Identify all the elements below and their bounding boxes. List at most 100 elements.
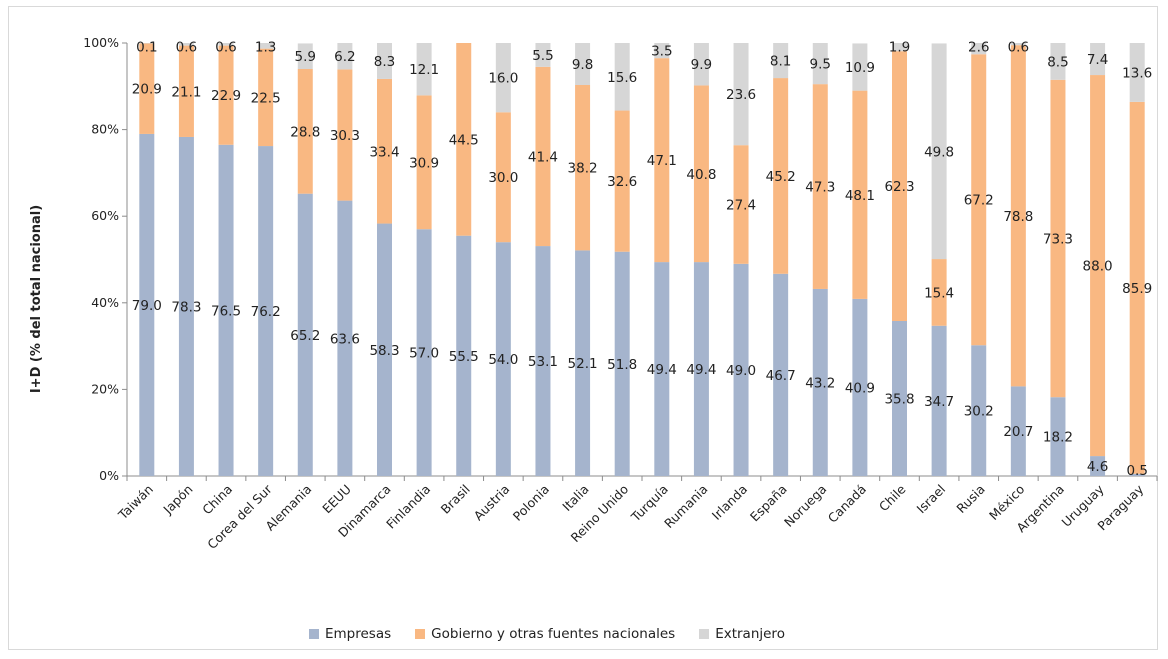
data-label-gobierno: 27.4: [726, 198, 756, 214]
category-label: Taiwán: [115, 482, 156, 523]
bar-gobierno: [773, 78, 789, 274]
bar-gobierno: [495, 112, 511, 243]
data-label-empresas: 63.6: [330, 331, 360, 347]
bar-gobierno: [654, 58, 670, 263]
bar-empresas: [1090, 456, 1106, 476]
bar-extranjero: [773, 43, 789, 79]
data-label-gobierno: 15.4: [924, 285, 954, 301]
category-label: Canadá: [825, 482, 869, 526]
bar-extranjero: [337, 43, 353, 70]
data-label-gobierno: 44.5: [449, 132, 479, 148]
data-label-gobierno: 38.2: [568, 161, 598, 177]
data-label-extranjero: 5.5: [532, 48, 553, 64]
bar-gobierno: [258, 48, 274, 147]
legend-label: Gobierno y otras fuentes nacionales: [431, 626, 676, 642]
bar-gobierno: [812, 84, 828, 289]
bar-extranjero: [971, 43, 987, 55]
bar-empresas: [258, 146, 274, 476]
data-label-empresas: 49.4: [686, 362, 716, 378]
bar-empresas: [773, 273, 789, 476]
data-label-gobierno: 41.4: [528, 149, 558, 165]
bar-extranjero: [1010, 43, 1026, 46]
bar-extranjero: [812, 43, 828, 85]
data-label-extranjero: 9.5: [810, 57, 831, 73]
legend-item-gobierno: Gobierno y otras fuentes nacionales: [415, 626, 675, 642]
bar-gobierno: [1090, 75, 1106, 457]
bar-extranjero: [377, 43, 392, 79]
y-tick-label: 80%: [91, 122, 119, 137]
legend: Empresas Gobierno y otras fuentes naciona…: [309, 624, 809, 644]
bar-empresas: [892, 320, 907, 476]
bar-gobierno: [733, 145, 749, 264]
bar-gobierno: [575, 85, 591, 251]
data-label-gobierno: 40.8: [686, 167, 716, 183]
legend-item-empresas: Empresas: [309, 626, 391, 642]
bar-extranjero: [575, 43, 591, 86]
data-label-extranjero: 0.6: [1008, 39, 1029, 55]
bar-extranjero: [614, 43, 630, 111]
data-label-empresas: 40.9: [845, 380, 875, 396]
bar-gobierno: [971, 54, 987, 346]
data-label-extranjero: 23.6: [726, 87, 756, 103]
bar-extranjero: [1050, 43, 1066, 80]
data-label-gobierno: 78.8: [1003, 209, 1033, 225]
data-label-empresas: 79.0: [132, 298, 162, 314]
y-tick-label: 20%: [91, 381, 119, 396]
chart-frame: 0% 20% 40% 60% 80% 100% 79.0 20.9 0.1 78.3 21.1 0.…: [8, 6, 1158, 650]
bar-empresas: [931, 325, 947, 476]
data-label-extranjero: 9.8: [572, 57, 593, 73]
bar-empresas: [575, 250, 591, 476]
data-label-empresas: 53.1: [528, 354, 558, 370]
bar-gobierno: [1129, 101, 1145, 474]
data-label-gobierno: 88.0: [1083, 259, 1113, 275]
category-label: Polonia: [510, 482, 552, 524]
bar-empresas: [416, 229, 432, 476]
bar-empresas: [693, 262, 709, 476]
category-label: Noruega: [781, 482, 829, 530]
legend-item-extranjero: Extranjero: [699, 626, 785, 642]
bar-gobierno: [218, 45, 234, 145]
data-label-gobierno: 33.4: [369, 144, 399, 160]
bar-empresas: [139, 133, 155, 476]
bar-extranjero: [733, 43, 749, 146]
bar-gobierno: [892, 51, 907, 321]
data-label-gobierno: 28.8: [290, 124, 320, 140]
data-label-extranjero: 12.1: [409, 62, 439, 78]
data-label-extranjero: 2.6: [968, 39, 989, 55]
category-label: Israel: [913, 482, 948, 517]
data-label-extranjero: 0.1: [136, 39, 157, 55]
bar-empresas: [218, 144, 234, 476]
bar-empresas: [1010, 386, 1026, 476]
bar-extranjero: [654, 43, 670, 59]
data-label-empresas: 55.5: [449, 349, 479, 365]
bar-extranjero: [852, 43, 868, 91]
bar-empresas: [377, 223, 392, 476]
legend-swatch: [309, 629, 319, 639]
data-label-empresas: 30.2: [964, 404, 994, 420]
bar-gobierno: [931, 259, 947, 326]
data-label-extranjero: 1.9: [889, 39, 910, 55]
legend-label: Extranjero: [715, 626, 785, 642]
data-label-gobierno: 67.2: [964, 193, 994, 209]
data-label-extranjero: 16.0: [488, 71, 518, 87]
data-label-empresas: 43.2: [805, 375, 835, 391]
data-label-extranjero: 9.9: [691, 57, 712, 73]
y-tick-label: 100%: [83, 35, 119, 50]
data-label-extranjero: 7.4: [1087, 52, 1108, 68]
bar-empresas: [614, 251, 630, 476]
data-label-empresas: 35.8: [884, 391, 914, 407]
data-label-extranjero: 0.6: [176, 39, 197, 55]
bar-gobierno: [377, 78, 392, 224]
data-label-empresas: 34.7: [924, 394, 954, 410]
bar-gobierno: [1010, 45, 1026, 387]
y-tick-label: 40%: [91, 295, 119, 310]
bar-gobierno: [614, 110, 630, 252]
data-label-gobierno: 22.9: [211, 88, 241, 104]
bar-extranjero: [892, 43, 907, 52]
bar-empresas: [535, 246, 551, 476]
bar-empresas: [297, 193, 313, 476]
category-label: Finlandia: [383, 482, 433, 532]
data-label-gobierno: 48.1: [845, 188, 875, 204]
data-label-empresas: 65.2: [290, 328, 320, 344]
data-label-extranjero: 49.8: [924, 144, 954, 160]
